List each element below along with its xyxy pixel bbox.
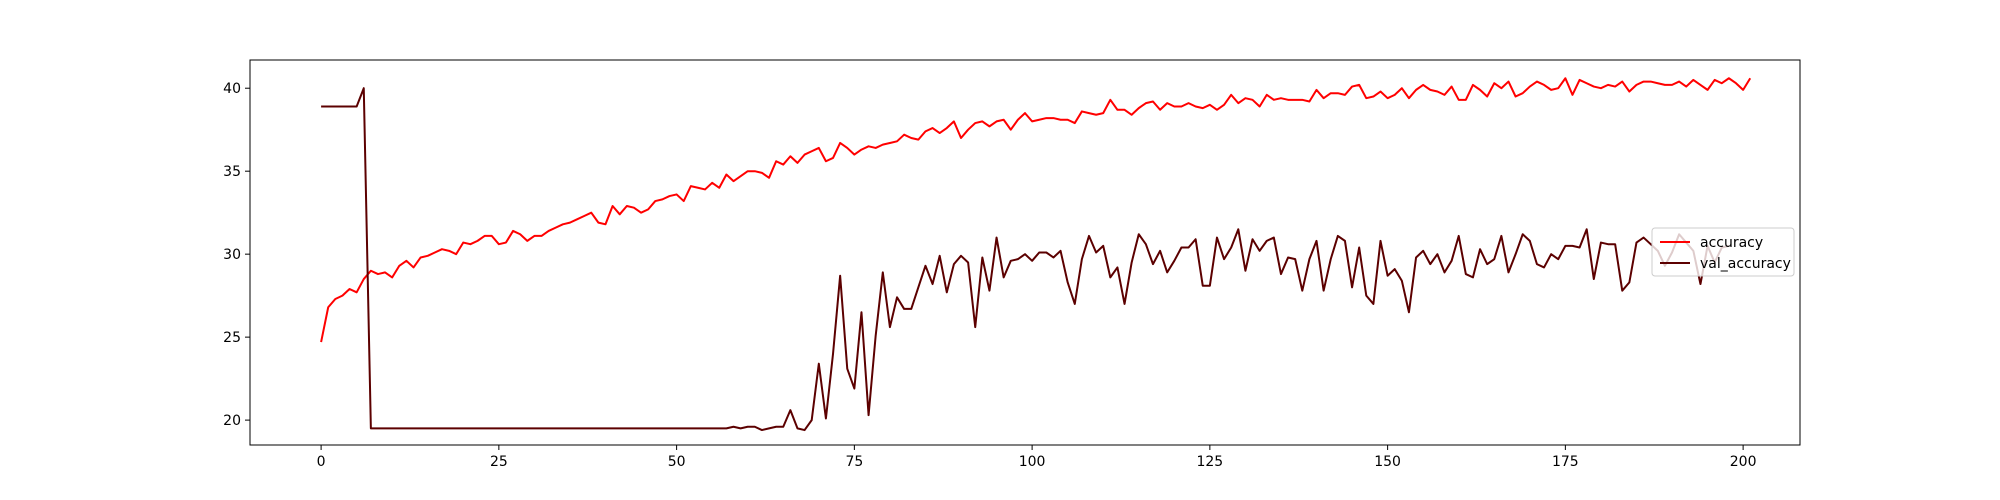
legend: accuracy val_accuracy [1651,227,1795,277]
x-tick-label: 25 [490,454,508,470]
x-tick-label: 125 [1196,454,1223,470]
y-axis: 20 25 30 35 40 [223,81,250,429]
y-tick-label: 30 [223,247,241,263]
x-tick-label: 100 [1019,454,1046,470]
x-tick-label: 150 [1374,454,1401,470]
x-tick-label: 200 [1730,454,1757,470]
series-line-accuracy [320,77,1752,343]
legend-label-val-accuracy: val_accuracy [1700,256,1791,272]
y-tick-label: 40 [223,81,241,97]
x-tick-label: 0 [317,454,326,470]
series-line-val-accuracy [321,87,1730,432]
y-tick-label: 35 [223,164,241,180]
x-axis: 0 25 50 75 100 125 150 175 200 [317,445,1757,470]
x-tick-label: 50 [668,454,686,470]
plot-lines [320,77,1752,432]
x-tick-label: 175 [1552,454,1579,470]
y-tick-label: 20 [223,413,241,429]
axes-frame [249,59,1801,446]
y-tick-label: 25 [223,330,241,346]
legend-label-accuracy: accuracy [1700,235,1763,251]
x-tick-label: 75 [845,454,863,470]
